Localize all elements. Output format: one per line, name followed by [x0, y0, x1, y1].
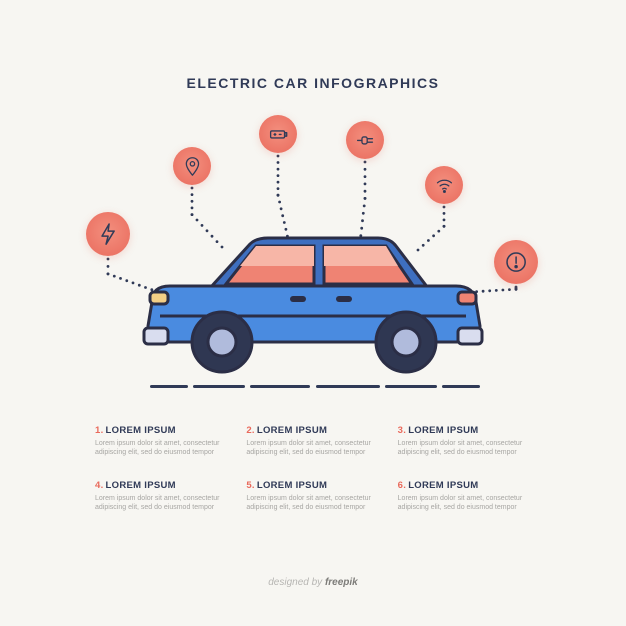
list-item-number: 5.: [246, 480, 255, 491]
battery-icon: [259, 115, 297, 153]
infographic-canvas: ELECTRIC CAR INFOGRAPHICS: [0, 0, 626, 626]
list-item-body: Lorem ipsum dolor sit amet, consectetur …: [398, 494, 531, 513]
list-item-title: 1.LOREM IPSUM: [95, 425, 228, 436]
list-item-number: 6.: [398, 480, 407, 491]
motion-segment: [316, 385, 380, 388]
list-item-number: 1.: [95, 425, 104, 436]
list-item-body: Lorem ipsum dolor sit amet, consectetur …: [95, 494, 228, 513]
list-item-body: Lorem ipsum dolor sit amet, consectetur …: [246, 494, 379, 513]
list-item: 6.LOREM IPSUM Lorem ipsum dolor sit amet…: [398, 480, 531, 513]
list-item-title-text: LOREM IPSUM: [257, 480, 327, 491]
wifi-icon: [425, 166, 463, 204]
list-item-number: 3.: [398, 425, 407, 436]
list-item-title-text: LOREM IPSUM: [106, 480, 176, 491]
list-item-title-text: LOREM IPSUM: [106, 425, 176, 436]
list-item-title-text: LOREM IPSUM: [408, 480, 478, 491]
list-item-title: 6.LOREM IPSUM: [398, 480, 531, 491]
list-item-title-text: LOREM IPSUM: [257, 425, 327, 436]
credit-line: designed by freepik: [0, 577, 626, 588]
motion-lines: [150, 385, 480, 403]
list-item: 3.LOREM IPSUM Lorem ipsum dolor sit amet…: [398, 425, 531, 458]
credit-prefix: designed by: [268, 577, 325, 588]
list-item-title: 5.LOREM IPSUM: [246, 480, 379, 491]
list-item-title: 2.LOREM IPSUM: [246, 425, 379, 436]
alert-icon: [494, 240, 538, 284]
list-item-body: Lorem ipsum dolor sit amet, consectetur …: [95, 439, 228, 458]
pin-icon: [173, 147, 211, 185]
motion-segment: [193, 385, 245, 388]
plug-icon: [346, 121, 384, 159]
motion-segment: [385, 385, 437, 388]
motion-segment: [250, 385, 310, 388]
list-item-number: 2.: [246, 425, 255, 436]
list-item: 2.LOREM IPSUM Lorem ipsum dolor sit amet…: [246, 425, 379, 458]
list-item-title: 4.LOREM IPSUM: [95, 480, 228, 491]
lightning-icon: [86, 212, 130, 256]
car-illustration: [140, 230, 486, 380]
list-item-body: Lorem ipsum dolor sit amet, consectetur …: [398, 439, 531, 458]
list-item: 1.LOREM IPSUM Lorem ipsum dolor sit amet…: [95, 425, 228, 458]
credit-brand: freepik: [325, 577, 358, 588]
list-item-title: 3.LOREM IPSUM: [398, 425, 531, 436]
list-item-title-text: LOREM IPSUM: [408, 425, 478, 436]
list-item: 5.LOREM IPSUM Lorem ipsum dolor sit amet…: [246, 480, 379, 513]
feature-list: 1.LOREM IPSUM Lorem ipsum dolor sit amet…: [95, 425, 531, 513]
list-item-number: 4.: [95, 480, 104, 491]
motion-segment: [150, 385, 188, 388]
motion-segment: [442, 385, 480, 388]
list-item-body: Lorem ipsum dolor sit amet, consectetur …: [246, 439, 379, 458]
list-item: 4.LOREM IPSUM Lorem ipsum dolor sit amet…: [95, 480, 228, 513]
